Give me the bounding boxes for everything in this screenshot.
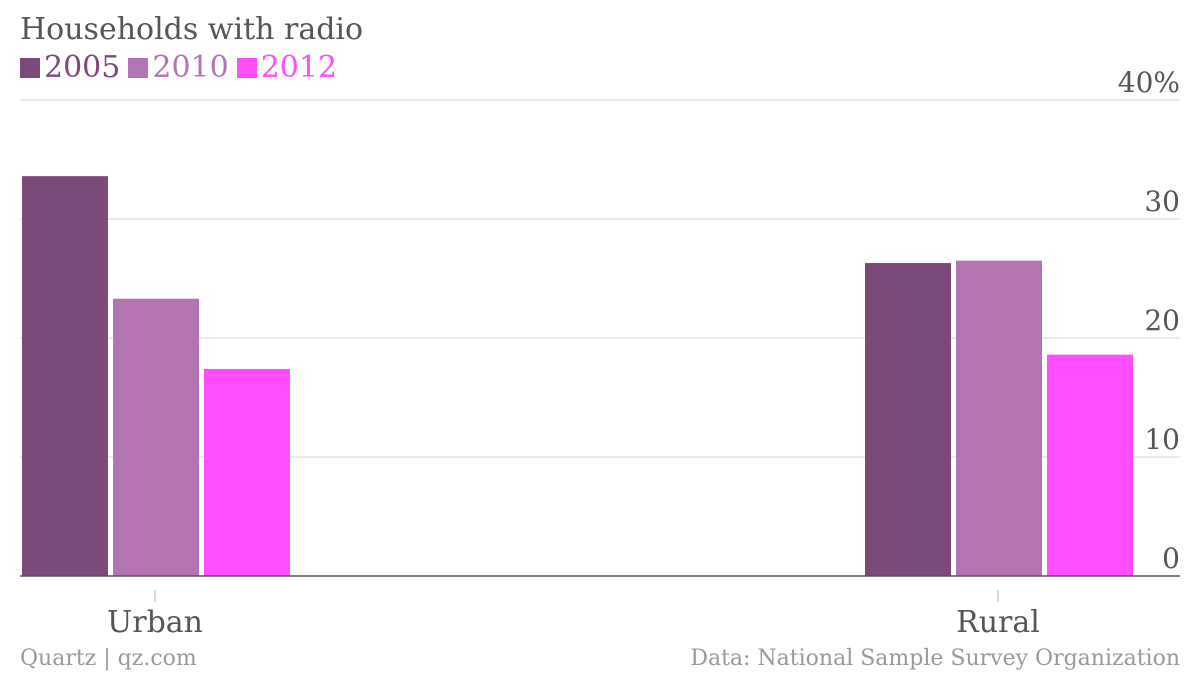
- data-source: Data: National Sample Survey Organizatio…: [690, 646, 1180, 671]
- bar-rural-2010: [956, 260, 1042, 576]
- legend-item-2010: 2010: [128, 50, 229, 85]
- y-axis-ticks: 0 10 20 30 40%: [1118, 66, 1180, 575]
- legend-item-2005: 2005: [20, 50, 120, 85]
- y-tick-label-0: 0: [1162, 542, 1180, 575]
- category-labels: Urban Rural: [107, 590, 1040, 640]
- legend-label-2012: 2012: [260, 50, 338, 85]
- legend-item-2012: 2012: [236, 50, 338, 85]
- y-tick-label-40: 40%: [1118, 66, 1180, 99]
- bar-urban-2005: [22, 176, 108, 576]
- chart-title: Households with radio: [20, 12, 364, 47]
- legend: 2005 2010 2012: [20, 50, 337, 85]
- bar-rural-2005: [865, 263, 951, 576]
- legend-swatch-2010: [128, 57, 149, 78]
- y-tick-label-30: 30: [1144, 185, 1180, 218]
- bar-urban-2012: [204, 368, 290, 576]
- category-label-urban: Urban: [107, 605, 203, 640]
- source-credit: Quartz | qz.com: [20, 646, 197, 671]
- y-tick-label-20: 20: [1144, 304, 1180, 337]
- category-label-rural: Rural: [956, 605, 1040, 640]
- legend-swatch-2012: [236, 57, 257, 78]
- legend-label-2010: 2010: [152, 50, 229, 85]
- legend-swatch-2005: [20, 57, 40, 78]
- y-tick-label-10: 10: [1144, 423, 1180, 456]
- bar-urban-2010: [113, 298, 199, 576]
- bar-rural-2012: [1047, 354, 1133, 576]
- bars: [22, 176, 1133, 576]
- legend-label-2005: 2005: [44, 50, 121, 85]
